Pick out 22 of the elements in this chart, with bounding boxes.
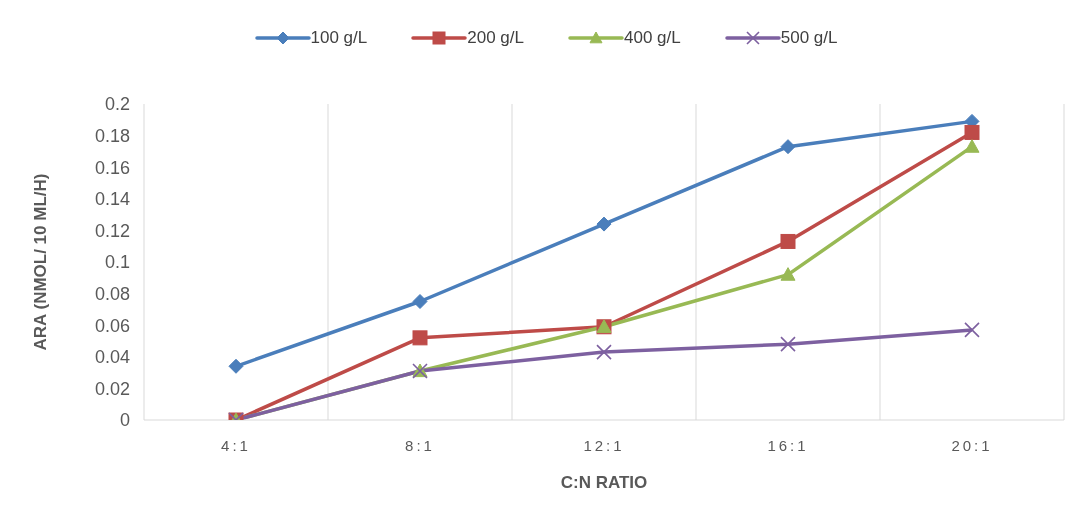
legend-label: 200 g/L	[467, 28, 524, 48]
y-tick-label: 0.12	[94, 220, 130, 241]
legend-label: 400 g/L	[624, 28, 681, 48]
y-axis-title: ARA (NMOL/ 10 ML/H)	[31, 173, 51, 351]
x-tick-label: 16:1	[767, 436, 809, 454]
x-tick-label: 4:1	[221, 436, 251, 454]
y-tick-label: 0.06	[94, 315, 130, 336]
y-tick-label: 0.04	[94, 347, 130, 368]
y-tick-label: 0.2	[104, 94, 130, 115]
legend-label: 100 g/L	[310, 28, 368, 48]
y-tick-label: 0.08	[94, 283, 130, 304]
y-tick-label: 0.02	[94, 378, 130, 399]
x-tick-label: 12:1	[583, 436, 625, 454]
x-tick-label: 8:1	[405, 436, 435, 454]
y-tick-label: 0.16	[94, 157, 130, 178]
y-tick-label: 0	[119, 410, 130, 431]
x-axis-title: C:N RATIO	[560, 473, 648, 492]
y-tick-label: 0.1	[104, 252, 130, 273]
x-tick-label: 20:1	[951, 436, 993, 454]
legend-label: 500 g/L	[780, 28, 838, 48]
y-tick-label: 0.18	[94, 125, 130, 146]
y-tick-label: 0.14	[94, 189, 130, 210]
